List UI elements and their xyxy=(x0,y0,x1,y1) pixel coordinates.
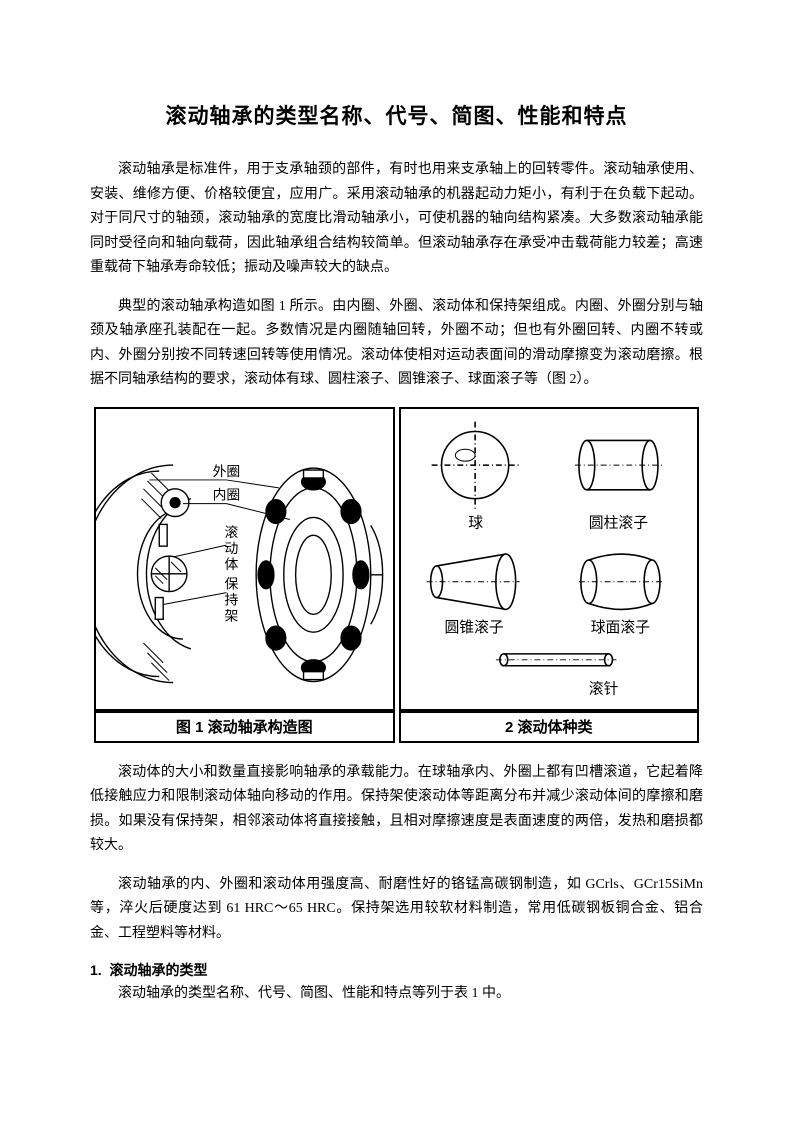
paragraph-2: 典型的滚动轴承构造如图 1 所示。由内圈、外圈、滚动体和保持架组成。内圈、外圈分… xyxy=(90,295,703,393)
page-title: 滚动轴承的类型名称、代号、简图、性能和特点 xyxy=(90,100,703,130)
bearing-structure-diagram: 外圈 内圈 滚 动 体 保 持 架 xyxy=(96,409,393,709)
label-outer-ring: 外圈 xyxy=(213,463,241,478)
label-roller-c: 体 xyxy=(224,556,238,571)
label-ball: 球 xyxy=(468,514,483,531)
figure-row: 外圈 内圈 滚 动 体 保 持 架 xyxy=(90,407,703,743)
label-cage-a: 保 xyxy=(224,576,238,591)
figure-1-box: 外圈 内圈 滚 动 体 保 持 架 xyxy=(96,409,393,709)
label-roller-b: 动 xyxy=(224,541,238,556)
label-inner-ring: 内圈 xyxy=(213,487,241,502)
paragraph-5: 滚动轴承的类型名称、代号、简图、性能和特点等列于表 1 中。 xyxy=(90,982,703,1007)
figure-1-cell: 外圈 内圈 滚 动 体 保 持 架 xyxy=(94,407,395,711)
label-tapered-roller: 圆锥滚子 xyxy=(444,619,503,636)
paragraph-3: 滚动体的大小和数量直接影响轴承的承载能力。在球轴承内、外圈上都有凹槽滚道，它起着… xyxy=(90,761,703,859)
figure-2-caption: 2 滚动体种类 xyxy=(399,711,700,743)
label-roller-a: 滚 xyxy=(224,524,238,540)
label-cage-c: 架 xyxy=(224,608,238,623)
figure-2-box: 球 圆柱滚子 xyxy=(401,409,698,709)
paragraph-4: 滚动轴承的内、外圈和滚动体用强度高、耐磨性好的铬锰高碳钢制造，如 GCrls、G… xyxy=(90,873,703,947)
label-cage-b: 持 xyxy=(224,592,238,607)
section-title: 滚动轴承的类型 xyxy=(109,962,207,978)
paragraph-1: 滚动轴承是标准件，用于支承轴颈的部件，有时也用来支承轴上的回转零件。滚动轴承使用… xyxy=(90,158,703,281)
label-cylindrical-roller: 圆柱滚子 xyxy=(588,514,647,531)
figure-1-caption: 图 1 滚动轴承构造图 xyxy=(94,711,395,743)
figure-2-cell: 球 圆柱滚子 xyxy=(399,407,700,711)
section-number: 1. xyxy=(90,962,102,978)
rolling-element-types-diagram: 球 圆柱滚子 xyxy=(401,409,698,709)
section-1-heading: 1. 滚动轴承的类型 xyxy=(90,960,703,980)
label-spherical-roller: 球面滚子 xyxy=(590,619,649,636)
document-page: 滚动轴承的类型名称、代号、简图、性能和特点 滚动轴承是标准件，用于支承轴颈的部件… xyxy=(0,0,793,1122)
label-needle: 滚针 xyxy=(588,680,618,697)
